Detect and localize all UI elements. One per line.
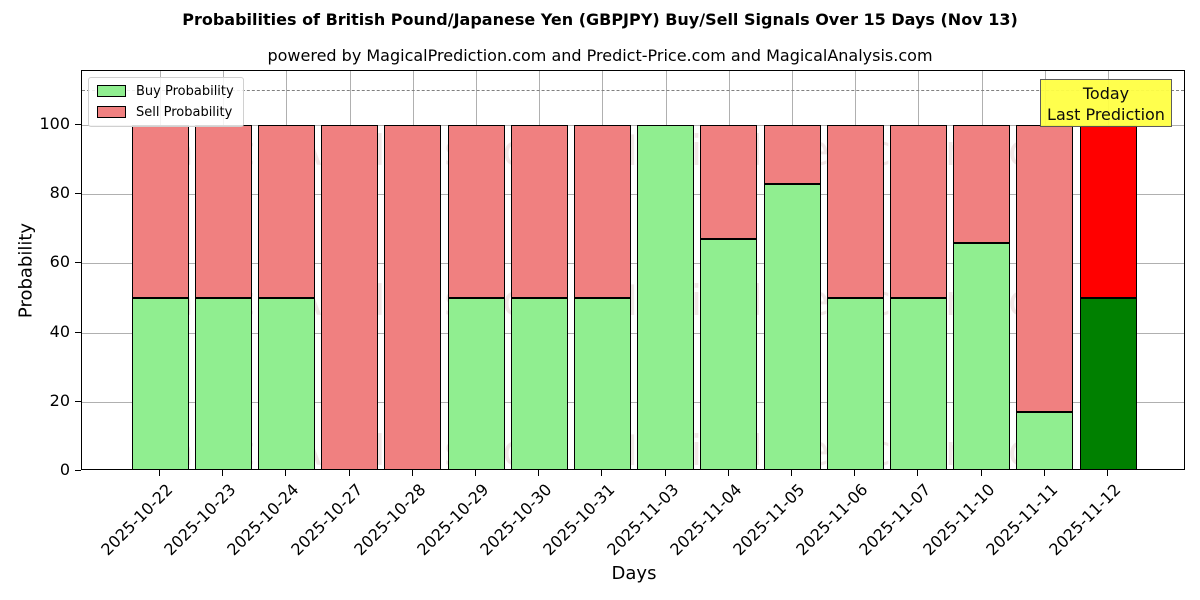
grid-line-h	[82, 401, 1184, 403]
today-annotation-line2: Last Prediction	[1047, 105, 1165, 124]
x-tick	[791, 470, 792, 476]
sell-bar	[889, 125, 947, 298]
y-tick-label: 20	[49, 390, 70, 410]
sell-bar	[384, 125, 442, 469]
y-tick	[75, 331, 81, 333]
y-tick	[75, 193, 81, 195]
y-tick-label: 0	[59, 460, 70, 479]
sell-bar	[573, 125, 631, 298]
x-tick	[285, 470, 287, 476]
y-tick-label: 60	[49, 252, 70, 272]
sell-bar	[953, 125, 1011, 243]
buy-bar	[447, 298, 505, 469]
x-tick	[727, 470, 729, 476]
today-annotation: Today Last Prediction	[1040, 79, 1172, 127]
grid-line-h	[82, 332, 1184, 334]
buy-bar	[257, 298, 315, 469]
buy-bar	[194, 298, 252, 469]
buy-bar	[700, 239, 758, 469]
sell-bar	[447, 125, 505, 298]
buy-swatch-icon	[97, 85, 126, 97]
y-tick-label: 80	[49, 183, 70, 203]
x-tick	[980, 470, 982, 476]
buy-bar	[573, 298, 631, 469]
buy-bar	[131, 298, 189, 469]
reference-line	[82, 90, 1184, 92]
today-annotation-line1: Today	[1082, 84, 1130, 103]
legend-label-buy: Buy Probability	[136, 83, 234, 99]
sell-bar	[321, 125, 379, 469]
buy-bar	[889, 298, 947, 469]
y-tick-label: 100	[39, 114, 70, 133]
sell-bar	[826, 125, 884, 298]
sell-bar	[763, 125, 821, 184]
sell-swatch-icon	[97, 106, 126, 118]
x-tick	[411, 470, 413, 476]
x-tick	[601, 470, 603, 476]
y-tick	[75, 262, 81, 264]
plot-area: MagicalAnalysis.comMagicalPrediction.com…	[81, 70, 1185, 470]
x-tick	[159, 470, 160, 476]
buy-bar	[953, 242, 1011, 469]
legend-item-buy: Buy Probability	[97, 83, 234, 99]
x-tick	[348, 470, 350, 476]
grid-line-h	[82, 125, 1184, 126]
y-tick	[75, 124, 81, 125]
x-tick	[1107, 470, 1108, 476]
y-tick	[75, 470, 81, 471]
buy-bar	[510, 298, 568, 469]
x-tick	[1043, 470, 1045, 476]
y-tick-label: 40	[49, 321, 70, 341]
sell-bar	[131, 125, 189, 298]
legend-label-sell: Sell Probability	[136, 104, 233, 120]
grid-line-h	[82, 194, 1184, 196]
buy-bar	[1016, 412, 1074, 469]
buy-bar	[637, 125, 695, 469]
sell-bar	[257, 125, 315, 298]
chart-subtitle: powered by MagicalPrediction.com and Pre…	[267, 46, 933, 65]
sell-bar	[1016, 125, 1074, 413]
x-tick	[538, 470, 540, 476]
sell-bar	[1079, 125, 1137, 298]
x-tick	[917, 470, 919, 476]
sell-bar	[510, 125, 568, 298]
sell-bar	[194, 125, 252, 298]
grid-line-h	[82, 263, 1184, 265]
buy-bar	[1079, 298, 1137, 469]
chart-title: Probabilities of British Pound/Japanese …	[182, 10, 1018, 29]
y-tick	[75, 400, 81, 402]
x-tick	[475, 470, 476, 476]
sell-bar	[700, 125, 758, 240]
y-axis-label: Probability	[15, 222, 37, 319]
x-axis-label: Days	[611, 563, 657, 584]
buy-bar	[826, 298, 884, 469]
x-tick	[222, 470, 224, 476]
x-tick	[854, 470, 856, 476]
legend-item-sell: Sell Probability	[97, 104, 232, 120]
legend: Buy Probability Sell Probability	[88, 77, 244, 127]
x-tick	[664, 470, 666, 476]
buy-bar	[763, 183, 821, 469]
